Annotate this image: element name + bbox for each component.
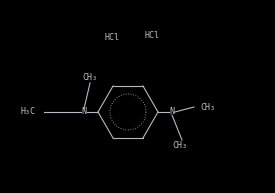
Text: HCl: HCl xyxy=(144,30,159,40)
Text: CH₃: CH₃ xyxy=(82,74,98,82)
Text: CH₃: CH₃ xyxy=(200,102,216,112)
Text: H₃C: H₃C xyxy=(21,108,35,117)
Text: HCl: HCl xyxy=(104,34,120,42)
Text: CH₃: CH₃ xyxy=(172,141,188,150)
Text: N: N xyxy=(81,108,87,117)
Text: N: N xyxy=(169,108,175,117)
